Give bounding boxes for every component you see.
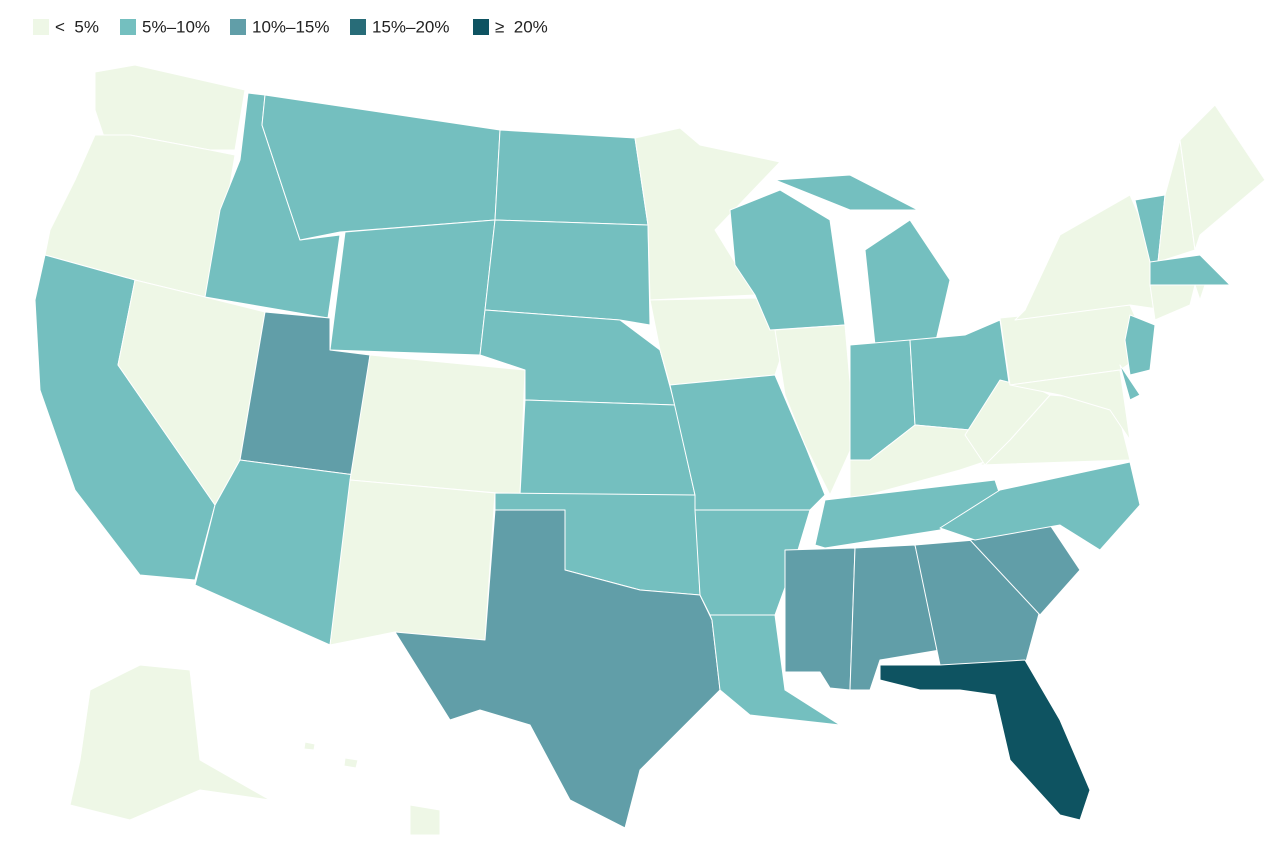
state: [864, 219, 951, 346]
legend-swatch: [230, 19, 246, 35]
state: [709, 614, 841, 726]
legend-label: 10%–15%: [252, 17, 330, 36]
state: [484, 219, 651, 326]
legend-swatch: [120, 19, 136, 35]
state: [1009, 369, 1131, 441]
legend-swatch: [33, 19, 49, 35]
state: [194, 459, 356, 646]
state: [349, 354, 526, 496]
state: [634, 127, 781, 301]
state: [494, 129, 649, 226]
state: [914, 539, 1041, 666]
state: [1124, 314, 1156, 376]
legend-label: < 5%: [55, 17, 99, 36]
state: [1119, 364, 1141, 401]
state: [879, 659, 1091, 821]
state: [964, 379, 1051, 466]
state: [1149, 254, 1231, 286]
state: [261, 94, 501, 241]
state: [1149, 284, 1196, 321]
legend-label: 5%–10%: [142, 17, 210, 36]
state: [519, 399, 696, 496]
state: [329, 479, 496, 646]
state: [69, 664, 271, 821]
state: [409, 804, 441, 836]
legend-swatch: [350, 19, 366, 35]
legend-label: 15%–20%: [372, 17, 450, 36]
state: [774, 174, 919, 211]
state: [303, 741, 316, 751]
state: [939, 461, 1141, 551]
state: [669, 374, 826, 511]
state: [343, 757, 359, 769]
state: [814, 479, 1001, 549]
legend-label: ≥ 20%: [495, 17, 548, 36]
state: [329, 219, 496, 356]
state: [784, 547, 856, 691]
legend-swatch: [473, 19, 489, 35]
state: [1194, 284, 1206, 301]
state: [1179, 104, 1266, 251]
state: [774, 324, 856, 496]
state: [394, 509, 721, 829]
